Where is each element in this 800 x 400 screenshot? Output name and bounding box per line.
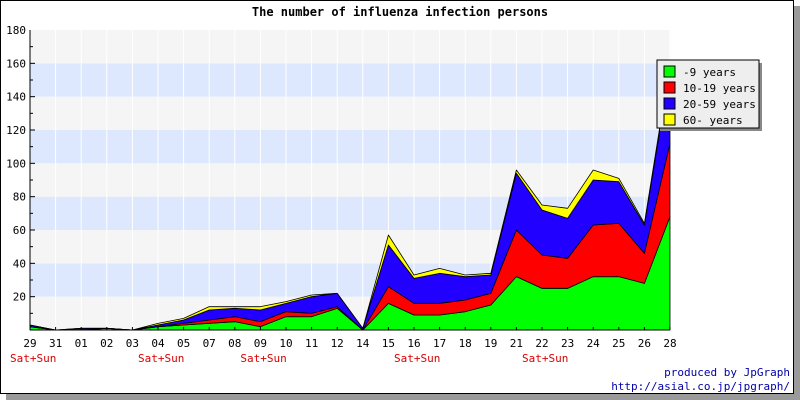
x-tick-label: 08 — [228, 337, 241, 350]
x-tick-label: 17 — [433, 337, 446, 350]
x-tick-label: 21 — [510, 337, 523, 350]
x-tick-label: 15 — [382, 337, 395, 350]
x-tick-label: 01 — [75, 337, 88, 350]
x-tick-label: 24 — [587, 337, 601, 350]
x-tick-labels: 29 31 01 02 03 04 05 07 08 09 10 11 12 14 15 16 17 18 19 21… — [23, 337, 676, 350]
y-tick-label: 40 — [13, 257, 26, 270]
y-tick-label: 180 — [6, 24, 26, 37]
weekend-label: Sat+Sun — [240, 352, 286, 365]
x-tick-label: 07 — [203, 337, 216, 350]
x-tick-label: 10 — [279, 337, 292, 350]
legend-swatch-4 — [663, 113, 676, 126]
x-tick-label: 19 — [484, 337, 497, 350]
weekend-label: Sat+Sun — [522, 352, 568, 365]
y-tick-label: 20 — [13, 291, 26, 304]
legend-label-1: -9 years — [683, 66, 736, 79]
weekend-labels: Sat+Sun Sat+Sun Sat+Sun Sat+Sun Sat+Sun — [10, 352, 568, 365]
x-tick-label: 02 — [100, 337, 113, 350]
y-tick-labels: 20 40 60 80 100 120 140 160 180 — [6, 24, 26, 304]
x-tick-label: 22 — [535, 337, 548, 350]
legend-label-4: 60- years — [683, 114, 743, 127]
band — [30, 130, 670, 164]
x-tick-label: 09 — [254, 337, 267, 350]
legend-swatch-1 — [663, 65, 676, 78]
x-tick-label: 26 — [638, 337, 651, 350]
y-tick-label: 60 — [13, 224, 26, 237]
x-tick-label: 28 — [663, 337, 676, 350]
x-tick-label: 04 — [151, 337, 165, 350]
x-tick-label: 23 — [561, 337, 574, 350]
x-tick-label: 12 — [331, 337, 344, 350]
y-tick-label: 80 — [13, 191, 26, 204]
band — [30, 163, 670, 197]
legend-swatch-2 — [663, 81, 676, 94]
x-tick-label: 18 — [459, 337, 472, 350]
band — [30, 30, 670, 64]
weekend-label: Sat+Sun — [138, 352, 184, 365]
weekend-label: Sat+Sun — [10, 352, 56, 365]
x-tick-label: 11 — [305, 337, 318, 350]
chart-title: The number of influenza infection person… — [252, 5, 548, 19]
y-tick-label: 100 — [6, 157, 26, 170]
x-tick-label: 16 — [407, 337, 420, 350]
y-tick-label: 160 — [6, 57, 26, 70]
axes — [29, 30, 671, 331]
weekend-label: Sat+Sun — [394, 352, 440, 365]
band — [30, 63, 670, 97]
band — [30, 96, 670, 130]
y-tick-label: 120 — [6, 124, 26, 137]
produced-by-text: produced by JpGraph — [664, 366, 790, 379]
x-tick-label: 14 — [356, 337, 370, 350]
x-tick-label: 29 — [23, 337, 36, 350]
x-tick-label: 03 — [126, 337, 139, 350]
legend-label-3: 20-59 years — [683, 98, 756, 111]
x-tick-label: 31 — [49, 337, 62, 350]
jpgraph-link[interactable]: http://asial.co.jp/jpgraph/ — [611, 380, 790, 393]
frame-shadow-right — [794, 6, 800, 400]
legend: -9 years 10-19 years 20-59 years 60- years — [656, 59, 762, 131]
legend-label-2: 10-19 years — [683, 82, 756, 95]
y-tick-label: 140 — [6, 91, 26, 104]
frame-shadow-bottom — [6, 394, 800, 400]
x-tick-label: 05 — [177, 337, 190, 350]
legend-swatch-3 — [663, 97, 676, 110]
x-tick-label: 25 — [612, 337, 625, 350]
